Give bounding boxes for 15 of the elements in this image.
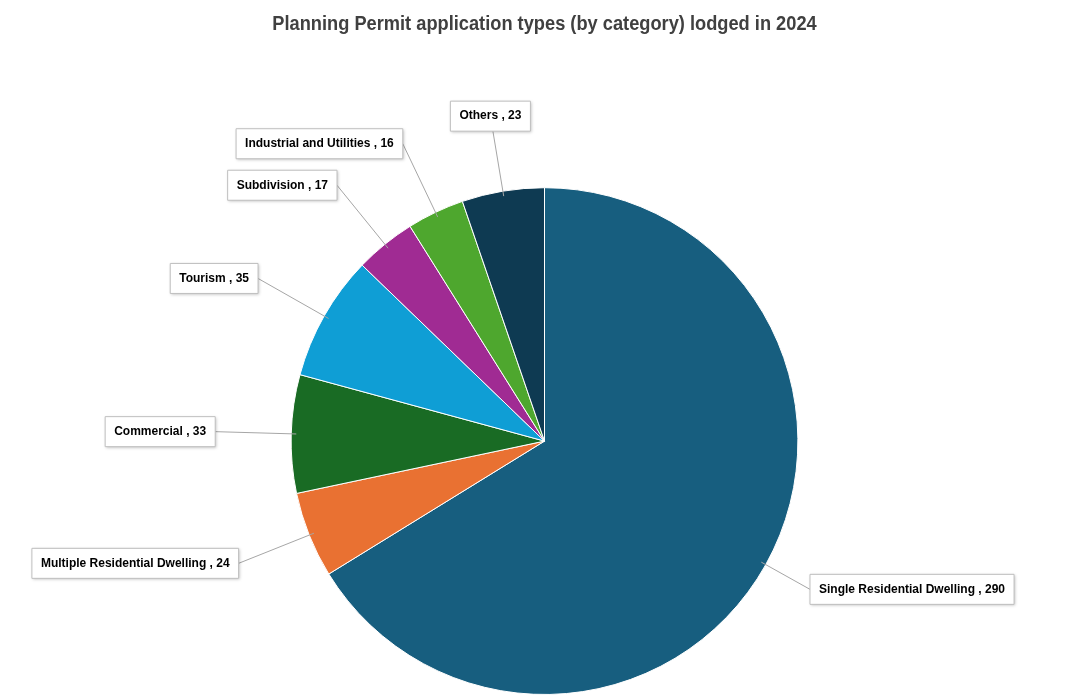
slice-label: Single Residential Dwelling <box>818 581 976 596</box>
slice-label: Commercial <box>114 423 183 438</box>
data-label: , 290 <box>978 581 1006 596</box>
data-label: , 16 <box>373 136 395 151</box>
chart-title: Planning Permit application types (by category) lodged in 2024 <box>272 11 817 35</box>
slice-label: Multiple Residential Dwelling <box>40 555 207 570</box>
data-label: , 17 <box>307 177 329 192</box>
slice-label: Industrial and Utilities <box>245 136 371 151</box>
data-label: , 35 <box>229 270 250 285</box>
slice-label: Tourism <box>179 270 226 285</box>
data-label: , 33 <box>186 423 207 438</box>
slice-label: Subdivision <box>236 177 305 192</box>
data-label: , 24 <box>209 555 230 570</box>
slice-label: Others <box>459 108 499 123</box>
data-label: , 23 <box>501 108 522 123</box>
